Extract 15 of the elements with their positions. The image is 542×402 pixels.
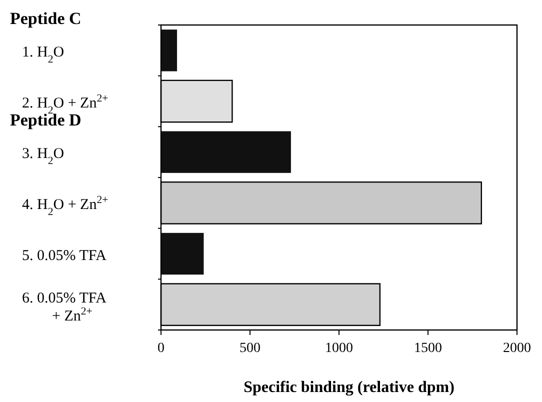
x-tick-label: 2000 xyxy=(503,341,531,356)
x-axis-title: Specific binding (relative dpm) xyxy=(244,379,454,396)
x-tick-label: 0 xyxy=(158,341,164,356)
x-tick-label: 1000 xyxy=(325,341,353,356)
y-tick-label: 6. 0.05% TFA + Zn$^{2+}$ xyxy=(22,290,107,325)
x-tick-label: 1500 xyxy=(414,341,442,356)
bar xyxy=(161,232,204,275)
y-tick-label: 1. H$_{2}$O xyxy=(22,44,64,66)
x-tick-label: 500 xyxy=(240,341,260,356)
bar xyxy=(161,131,291,173)
y-tick-label: 3. H$_{2}$O xyxy=(22,146,64,168)
y-tick-label: 4. H$_{2}$O + Zn$^{2+}$ xyxy=(22,194,108,218)
text: Peptide C xyxy=(10,9,82,28)
bar xyxy=(161,30,178,72)
y-tick-label: 5. 0.05% TFA xyxy=(22,248,107,264)
